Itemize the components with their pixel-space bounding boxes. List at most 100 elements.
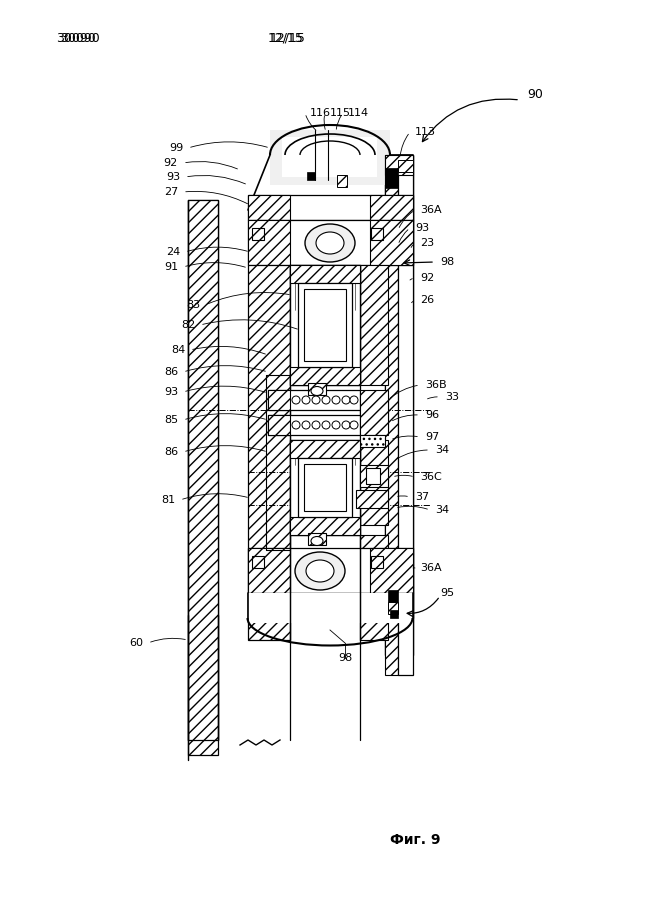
- Text: 24: 24: [166, 247, 180, 257]
- Bar: [337, 175, 347, 187]
- Bar: [360, 535, 388, 640]
- Ellipse shape: [292, 396, 300, 404]
- Text: 98: 98: [440, 257, 454, 267]
- Ellipse shape: [342, 396, 350, 404]
- Text: 90: 90: [527, 88, 543, 102]
- Text: 82: 82: [181, 320, 195, 330]
- Bar: [290, 265, 360, 385]
- Bar: [370, 593, 413, 618]
- Bar: [390, 610, 398, 618]
- Text: 60: 60: [129, 638, 143, 648]
- Ellipse shape: [322, 396, 330, 404]
- Ellipse shape: [332, 396, 340, 404]
- Text: 33: 33: [445, 392, 459, 402]
- Bar: [370, 548, 413, 593]
- Text: 12/15: 12/15: [268, 32, 304, 44]
- Text: 93: 93: [164, 387, 178, 397]
- Text: 113: 113: [415, 127, 436, 137]
- Text: 81: 81: [161, 495, 175, 505]
- Bar: [385, 168, 398, 188]
- Bar: [388, 602, 398, 614]
- Text: 92: 92: [420, 273, 434, 283]
- Ellipse shape: [302, 421, 310, 429]
- Bar: [248, 548, 413, 593]
- Text: 115: 115: [330, 108, 351, 118]
- Bar: [248, 195, 413, 220]
- Bar: [370, 195, 413, 220]
- Bar: [268, 415, 360, 435]
- Bar: [268, 390, 360, 410]
- Bar: [298, 458, 352, 517]
- Ellipse shape: [292, 421, 300, 429]
- Text: 95: 95: [440, 588, 454, 598]
- Bar: [385, 155, 413, 655]
- Text: 93: 93: [415, 223, 429, 233]
- Bar: [360, 435, 385, 447]
- Bar: [248, 593, 413, 618]
- Bar: [248, 595, 413, 623]
- Ellipse shape: [295, 552, 345, 590]
- Ellipse shape: [342, 421, 350, 429]
- Ellipse shape: [311, 386, 323, 395]
- Bar: [282, 137, 377, 177]
- Bar: [188, 200, 218, 755]
- Ellipse shape: [350, 396, 358, 404]
- Ellipse shape: [316, 232, 344, 254]
- Ellipse shape: [305, 224, 355, 262]
- Bar: [398, 155, 413, 675]
- Bar: [385, 155, 398, 675]
- Bar: [307, 172, 315, 180]
- Bar: [398, 160, 413, 172]
- Bar: [290, 265, 360, 283]
- Ellipse shape: [332, 421, 340, 429]
- Text: 27: 27: [164, 187, 178, 197]
- Bar: [290, 440, 360, 458]
- Bar: [360, 265, 388, 385]
- Text: 23: 23: [420, 238, 434, 248]
- Bar: [252, 556, 264, 568]
- Bar: [248, 548, 290, 593]
- Bar: [248, 220, 413, 265]
- Ellipse shape: [312, 421, 320, 429]
- Text: 12/15: 12/15: [270, 32, 306, 44]
- Bar: [252, 228, 264, 240]
- Text: 86: 86: [164, 367, 178, 377]
- Text: 85: 85: [164, 415, 178, 425]
- Text: 91: 91: [164, 262, 178, 272]
- Bar: [304, 464, 346, 511]
- Text: 30090: 30090: [60, 32, 100, 44]
- Text: 30090: 30090: [56, 32, 95, 44]
- Text: 37: 37: [415, 492, 429, 502]
- Bar: [270, 130, 390, 185]
- Bar: [248, 195, 290, 220]
- Text: 86: 86: [164, 447, 178, 457]
- Ellipse shape: [302, 396, 310, 404]
- Bar: [290, 517, 360, 535]
- Bar: [356, 490, 388, 508]
- Text: 36B: 36B: [425, 380, 446, 390]
- Text: 84: 84: [171, 345, 185, 355]
- Bar: [360, 440, 388, 525]
- Ellipse shape: [306, 560, 334, 582]
- Text: 98: 98: [338, 653, 352, 663]
- Text: 36C: 36C: [420, 472, 442, 482]
- Text: 99: 99: [169, 143, 183, 153]
- Bar: [371, 228, 383, 240]
- Text: 36A: 36A: [420, 205, 442, 215]
- Text: Фиг. 9: Фиг. 9: [390, 833, 441, 847]
- Bar: [260, 597, 401, 621]
- Bar: [268, 390, 290, 410]
- Bar: [304, 289, 346, 361]
- Text: 96: 96: [425, 410, 439, 420]
- Bar: [360, 395, 388, 430]
- Ellipse shape: [311, 536, 323, 545]
- Text: 36A: 36A: [420, 563, 442, 573]
- Bar: [308, 533, 326, 545]
- Ellipse shape: [322, 421, 330, 429]
- Bar: [388, 590, 398, 602]
- Bar: [248, 593, 290, 618]
- Bar: [188, 200, 218, 740]
- Text: 83: 83: [186, 300, 200, 310]
- Bar: [371, 556, 383, 568]
- Text: 97: 97: [425, 432, 439, 442]
